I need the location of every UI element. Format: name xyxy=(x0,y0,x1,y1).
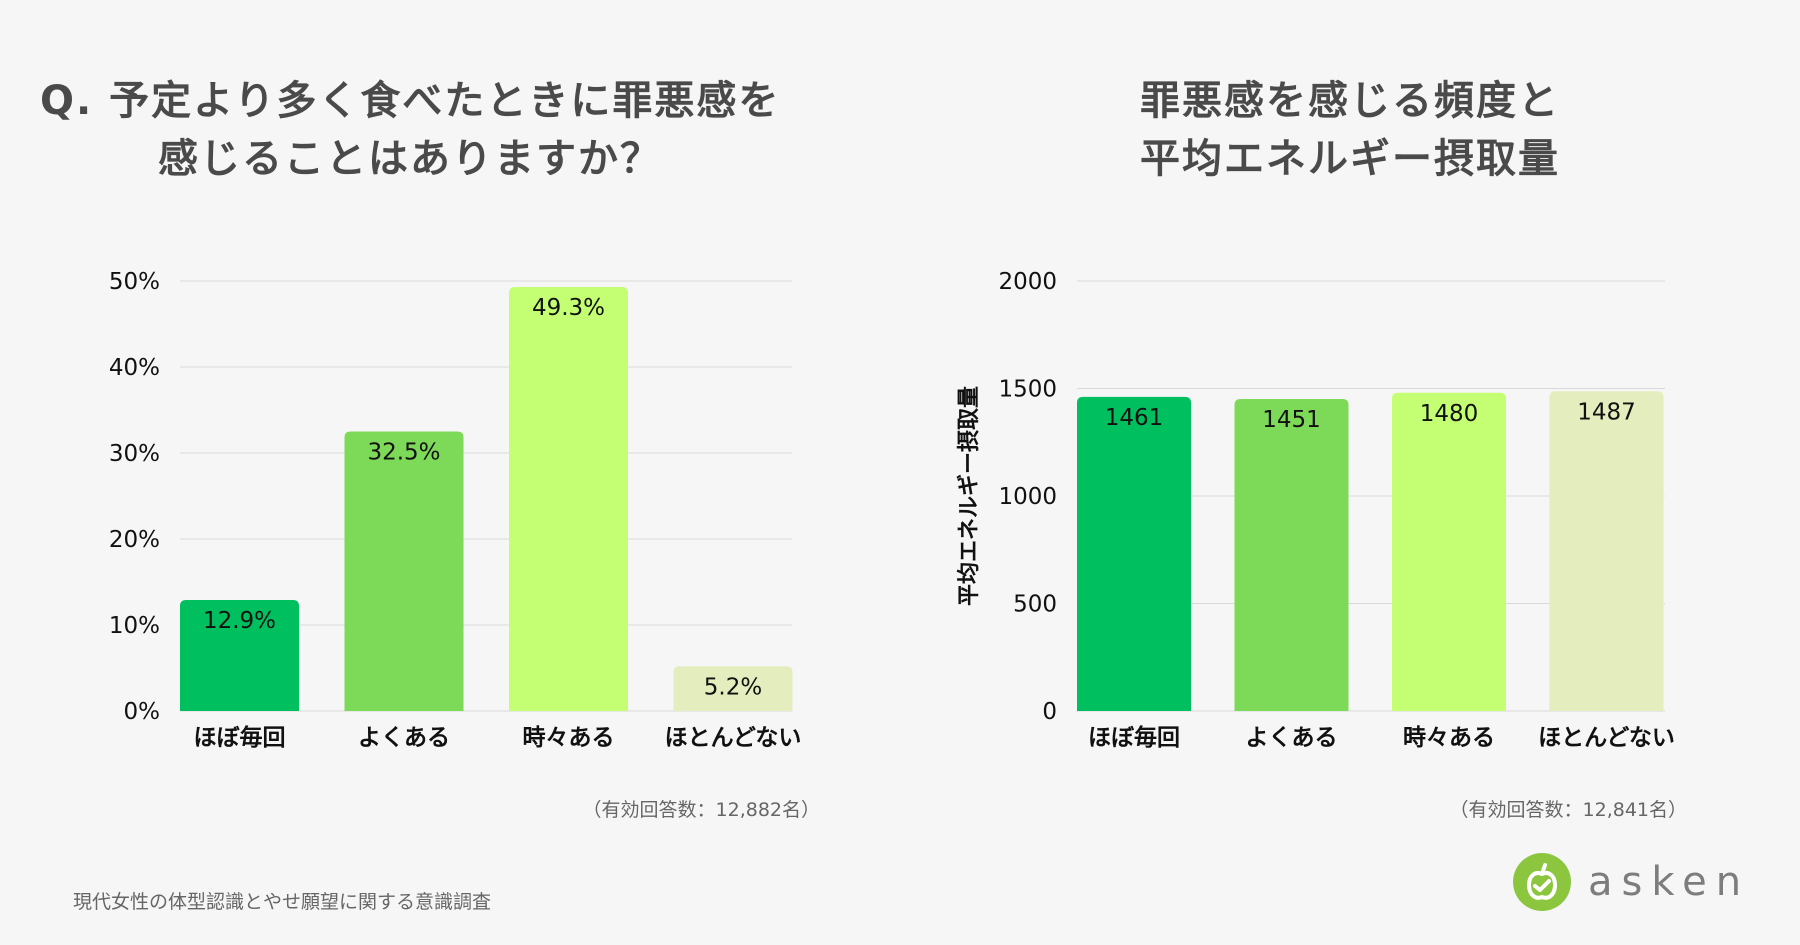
x-category-label: 時々ある xyxy=(523,725,615,751)
y-tick-label: 20% xyxy=(109,527,160,553)
survey-footer: 現代女性の体型認識とやせ願望に関する意識調査 xyxy=(73,891,492,913)
data-label: 1451 xyxy=(1262,407,1321,433)
y-tick-label: 1000 xyxy=(998,484,1057,510)
y-tick-label: 1500 xyxy=(998,377,1057,403)
bar xyxy=(1077,396,1191,711)
data-label: 49.3% xyxy=(532,295,605,321)
x-category-label: よくある xyxy=(358,725,450,751)
bar xyxy=(1549,391,1664,711)
data-label: 5.2% xyxy=(704,674,762,700)
y-tick-label: 500 xyxy=(1013,592,1057,618)
respondents-note-right: （有効回答数：12,841名） xyxy=(1449,799,1687,821)
title-right-line-2: 平均エネルギー摂取量 xyxy=(1140,136,1560,182)
data-label: 1487 xyxy=(1577,399,1636,425)
data-label: 1461 xyxy=(1105,405,1164,431)
bar xyxy=(1234,399,1349,711)
x-category-label: 時々ある xyxy=(1403,725,1495,751)
bar xyxy=(509,287,628,711)
y-axis-title: 平均エネルギー摂取量 xyxy=(956,386,982,606)
y-tick-label: 0% xyxy=(124,699,161,725)
logo-text: asken xyxy=(1588,859,1751,905)
data-label: 32.5% xyxy=(367,440,440,466)
bar xyxy=(1392,392,1506,711)
title-left-line-2: 感じることはありますか？ xyxy=(158,136,662,182)
x-category-label: ほぼ毎回 xyxy=(194,725,286,751)
asken-logo: asken xyxy=(1512,852,1750,912)
bar xyxy=(180,600,299,711)
chart-title-left: Q. 予定より多く食べたときに罪悪感を 感じることはありますか？ xyxy=(40,72,780,188)
bar xyxy=(673,666,793,711)
y-tick-label: 50% xyxy=(109,269,160,295)
bar xyxy=(344,431,464,711)
x-category-label: ほぼ毎回 xyxy=(1088,725,1180,751)
apple-logo-icon xyxy=(1513,853,1571,911)
title-left-line-1: Q. 予定より多く食べたときに罪悪感を xyxy=(40,78,781,124)
data-label: 1480 xyxy=(1420,401,1479,427)
chart-title-right: 罪悪感を感じる頻度と 平均エネルギー摂取量 xyxy=(980,72,1720,188)
x-category-label: よくある xyxy=(1246,725,1338,751)
data-label: 12.9% xyxy=(203,608,276,634)
x-category-label: ほとんどない xyxy=(1538,725,1675,751)
y-tick-label: 10% xyxy=(109,613,160,639)
x-category-label: ほとんどない xyxy=(665,725,802,751)
y-tick-label: 40% xyxy=(109,355,160,381)
guilt-frequency-bar-chart: 0% 10% 20% 30% 40% 50% 12.9% ほぼ毎回 32.5% よくある 49.3%… xyxy=(109,269,802,751)
y-tick-label: 2000 xyxy=(998,269,1057,295)
respondents-note-left: （有効回答数：12,882名） xyxy=(582,799,820,821)
y-tick-label: 0 xyxy=(1042,699,1057,725)
y-tick-label: 30% xyxy=(109,441,160,467)
title-right-line-1: 罪悪感を感じる頻度と xyxy=(1140,78,1560,124)
